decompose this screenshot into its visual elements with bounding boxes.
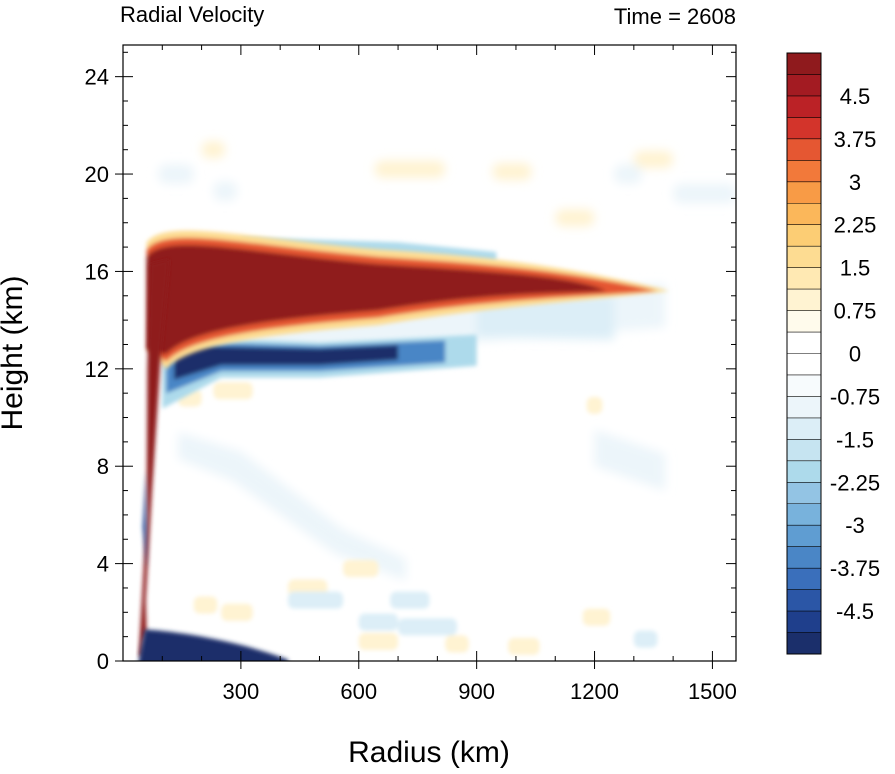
- field-contour: [582, 608, 611, 626]
- colorbar-tick-label: 4.5: [840, 84, 871, 109]
- field-contour: [221, 603, 253, 621]
- colorbar-swatch: [787, 160, 821, 183]
- colorbar-swatch: [787, 203, 821, 226]
- field-contour: [288, 591, 344, 609]
- field-contour: [614, 164, 642, 184]
- x-tick-label: 1500: [688, 679, 737, 704]
- colorbar-swatch: [787, 611, 821, 633]
- y-tick-label: 16: [85, 259, 109, 284]
- field-contour: [374, 160, 446, 178]
- field-contour: [492, 163, 532, 181]
- colorbar-swatch: [787, 53, 821, 75]
- field-contour: [358, 613, 399, 631]
- field-strong-inflow: [162, 326, 477, 409]
- colorbar-tick-label: 2.25: [834, 213, 877, 238]
- colorbar-swatch: [787, 460, 821, 483]
- colorbar-swatch: [787, 138, 821, 161]
- x-axis-title: Radius (km): [348, 736, 510, 769]
- colorbar-swatch: [787, 181, 821, 204]
- field-contour: [508, 637, 540, 655]
- colorbar-swatch: [787, 224, 821, 247]
- x-tick-label: 1200: [570, 679, 619, 704]
- colorbar-swatch: [787, 439, 821, 462]
- y-tick-label: 12: [85, 357, 109, 382]
- colorbar-swatch: [787, 310, 821, 333]
- field-low-patches: [178, 382, 658, 655]
- field-contour: [174, 341, 399, 380]
- field-contour: [158, 164, 194, 184]
- field-outflow-jet: [146, 230, 670, 369]
- field-contour: [142, 471, 147, 569]
- colorbar-swatch: [787, 289, 821, 311]
- field-contour: [555, 209, 595, 227]
- plot-frame: [122, 44, 737, 662]
- y-tick-label: 20: [85, 162, 109, 187]
- colorbar: 4.5 3.75 3 2.25 1.5 0.75 0 -0.75 -1.5 -2.25 -3 -3.7…: [786, 52, 880, 655]
- colorbar-swatch: [787, 267, 821, 290]
- y-tick-label: 4: [97, 552, 109, 577]
- colorbar-swatch: [787, 396, 821, 419]
- heatmap-field: [138, 141, 736, 661]
- y-tick-label: 24: [85, 65, 109, 90]
- colorbar-swatch: [787, 353, 821, 376]
- colorbar-swatch: [787, 568, 821, 590]
- chart-title: Radial Velocity: [120, 2, 264, 27]
- colorbar-tick-label: 1.5: [840, 256, 871, 281]
- field-contour: [138, 629, 289, 661]
- colorbar-tick-label: -0.75: [830, 384, 880, 409]
- colorbar-swatch: [787, 482, 821, 505]
- colorbar-swatch: [787, 246, 821, 268]
- x-tick-label: 600: [340, 679, 377, 704]
- colorbar-swatch: [787, 117, 821, 140]
- field-boundary-inflow: [138, 471, 289, 661]
- y-axis-title: Height (km): [0, 275, 29, 430]
- colorbar-swatch: [787, 374, 821, 397]
- field-contour: [673, 183, 736, 204]
- colorbar-tick-label: -3: [845, 513, 865, 538]
- colorbar-tick-label: 3.75: [834, 127, 877, 152]
- colorbar-tick-label: -4.5: [836, 599, 874, 624]
- field-contour: [445, 635, 469, 653]
- y-tick-label: 0: [97, 649, 109, 674]
- colorbar-tick-label: 0: [849, 342, 861, 367]
- colorbar-swatch: [787, 589, 821, 612]
- colorbar-tick-label: -2.25: [830, 470, 880, 495]
- colorbar-tick-label: -3.75: [830, 556, 880, 581]
- y-axis: 0 4 8 12 16 20 24: [85, 51, 736, 674]
- field-mid-inflow: [178, 429, 666, 581]
- colorbar-tick-label: -1.5: [836, 427, 874, 452]
- field-contour: [594, 429, 666, 491]
- field-contour: [193, 596, 218, 614]
- colorbar-swatch: [787, 632, 821, 655]
- colorbar-tick-label: 3: [849, 170, 861, 195]
- colorbar-frame: [786, 52, 822, 655]
- colorbar-swatch: [787, 546, 821, 569]
- field-contour: [178, 432, 406, 581]
- colorbar-swatch: [787, 332, 821, 354]
- field-contour: [213, 181, 237, 201]
- colorbar-swatch: [787, 95, 821, 118]
- colorbar-swatch: [787, 503, 821, 526]
- field-upper-patches: [158, 141, 736, 227]
- field-contour: [146, 245, 607, 355]
- field-contour: [213, 382, 253, 400]
- x-axis: 300 600 900 1200 1500: [161, 45, 737, 704]
- field-contour: [201, 141, 226, 159]
- y-tick-label: 8: [97, 454, 109, 479]
- colorbar-swatch: [787, 74, 821, 97]
- field-contour: [586, 396, 603, 414]
- field-contour: [343, 559, 379, 577]
- time-label: Time = 2608: [614, 4, 736, 29]
- field-contour: [398, 618, 458, 636]
- field-contour: [633, 630, 658, 648]
- field-contour: [390, 591, 430, 609]
- field-contour: [633, 150, 674, 168]
- colorbar-swatch: [787, 525, 821, 547]
- x-tick-label: 300: [223, 679, 260, 704]
- colorbar-tick-label: 0.75: [834, 299, 877, 324]
- x-tick-label: 900: [458, 679, 495, 704]
- colorbar-swatch: [787, 417, 821, 440]
- field-contour: [358, 633, 399, 651]
